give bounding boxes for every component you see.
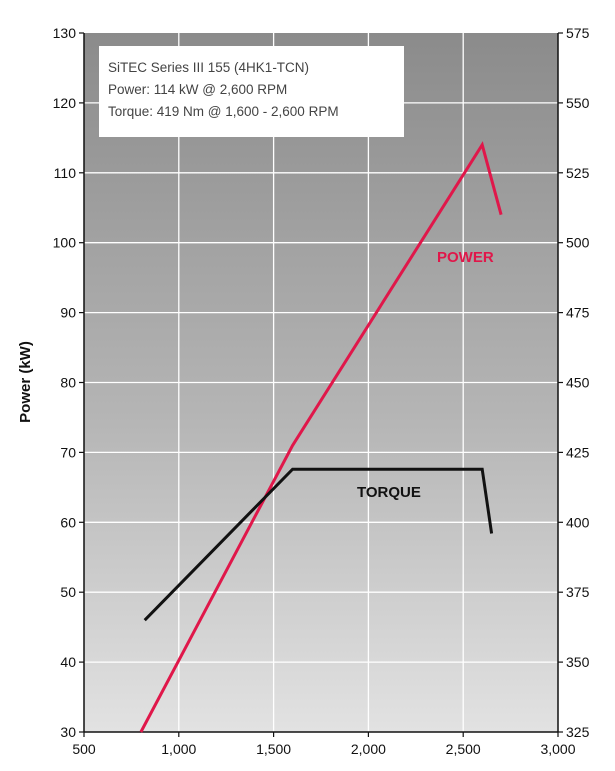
y2-tick-label: 425 [566, 444, 590, 460]
power-series-label: POWER [437, 249, 494, 266]
data-series [139, 141, 503, 733]
x-tick-label: 1,500 [256, 741, 291, 757]
info-box-background [99, 46, 404, 137]
y2-tick-label: 400 [566, 514, 590, 530]
y-tick-label: 100 [53, 235, 77, 251]
y-tick-label: 30 [60, 724, 76, 740]
left-y-axis-ticks: 30 40 50 60 70 80 90 100 110 120 130 [53, 25, 84, 740]
y-tick-label: 110 [54, 165, 77, 181]
y-tick-label: 90 [60, 305, 76, 321]
y-tick-label: 120 [53, 95, 77, 111]
y2-tick-label: 450 [566, 375, 590, 391]
x-tick-label: 1,000 [161, 741, 196, 757]
info-box: SiTEC Series III 155 (4HK1-TCN) Power: 1… [99, 46, 404, 137]
info-line-torque: Torque: 419 Nm @ 1,600 - 2,600 RPM [108, 104, 339, 119]
y-tick-label: 80 [60, 375, 76, 391]
power-curve [139, 141, 503, 733]
y-tick-label: 130 [53, 25, 77, 41]
y-tick-label: 70 [60, 444, 76, 460]
x-axis-ticks: 500 1,000 1,500 2,000 2,500 3,000 [72, 732, 576, 757]
torque-series-label: TORQUE [357, 484, 421, 501]
y-tick-label: 50 [60, 584, 76, 600]
y-tick-label: 40 [60, 654, 76, 670]
torque-curve [143, 467, 494, 622]
right-y-axis-ticks: 325 350 375 400 425 450 475 500 525 550 575 [558, 25, 590, 740]
x-tick-label: 2,000 [351, 741, 386, 757]
y2-tick-label: 375 [566, 584, 590, 600]
x-tick-label: 2,500 [446, 741, 481, 757]
x-tick-label: 3,000 [540, 741, 575, 757]
x-tick-label: 500 [72, 741, 96, 757]
info-line-model: SiTEC Series III 155 (4HK1-TCN) [108, 60, 309, 75]
info-line-power: Power: 114 kW @ 2,600 RPM [108, 82, 287, 97]
y-tick-label: 60 [60, 514, 76, 530]
y2-tick-label: 550 [566, 95, 590, 111]
grid-lines [84, 33, 558, 732]
y2-tick-label: 575 [566, 25, 590, 41]
y2-tick-label: 350 [566, 654, 590, 670]
y-axis-label: Power (kW) [17, 341, 34, 423]
y2-tick-label: 525 [566, 165, 590, 181]
y2-tick-label: 475 [566, 305, 590, 321]
y2-tick-label: 500 [566, 235, 590, 251]
y2-tick-label: 325 [566, 724, 590, 740]
